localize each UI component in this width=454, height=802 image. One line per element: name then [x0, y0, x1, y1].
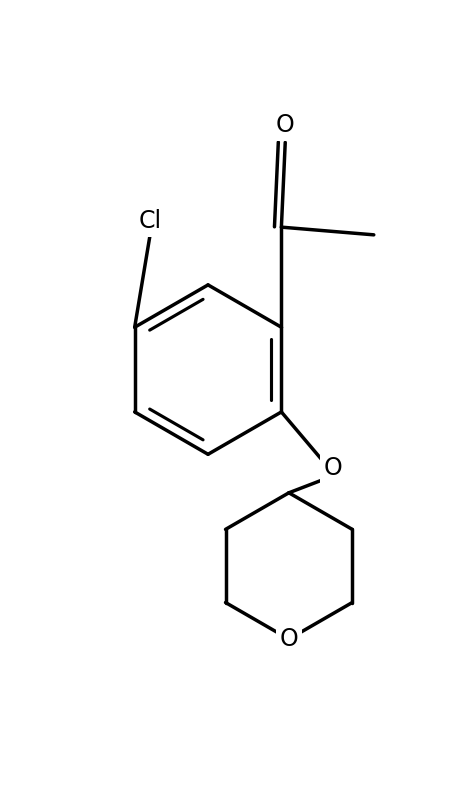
Text: O: O — [280, 627, 298, 651]
Text: O: O — [324, 456, 342, 480]
Text: Cl: Cl — [138, 209, 162, 233]
Text: O: O — [276, 114, 295, 137]
